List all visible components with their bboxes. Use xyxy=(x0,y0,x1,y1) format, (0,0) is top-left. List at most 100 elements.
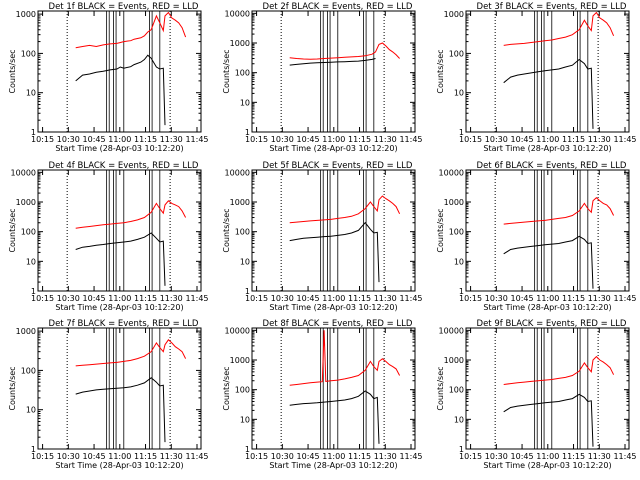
x-tick-label: 10:45 xyxy=(511,452,534,461)
plot-frame xyxy=(465,169,630,292)
x-tick-label: 11:15 xyxy=(562,294,585,303)
x-tick-label: 11:15 xyxy=(348,135,371,144)
y-tick-label: 100 xyxy=(235,386,250,395)
x-tick-label: 11:00 xyxy=(108,294,131,303)
y-tick-label: 10 xyxy=(26,89,36,98)
chart-title: Det 2f BLACK = Events, RED = LLD xyxy=(263,2,413,12)
y-tick-label: 100 xyxy=(235,228,250,237)
x-tick-label: 10:15 xyxy=(31,452,54,461)
x-tick-label: 11:15 xyxy=(348,452,371,461)
x-tick-label: 11:15 xyxy=(134,294,157,303)
events-series-line xyxy=(503,235,594,289)
chart-panel: Det 8f BLACK = Events, RED = LLD 1 10 100 10… xyxy=(222,319,423,470)
y-tick-label: 1 xyxy=(31,287,36,296)
x-tick-label: 11:30 xyxy=(160,294,183,303)
x-tick-label: 11:45 xyxy=(399,452,422,461)
x-tick-label: 11:15 xyxy=(562,452,585,461)
x-tick-label: 10:45 xyxy=(297,135,320,144)
plot-frame xyxy=(251,10,416,133)
y-tick-label: 100 xyxy=(21,49,36,58)
chart-panel: Det 2f BLACK = Events, RED = LLD 1 10 100 10… xyxy=(222,2,423,153)
x-tick-label: 11:00 xyxy=(536,452,559,461)
x-tick-label: 11:15 xyxy=(348,294,371,303)
x-axis-label: Start Time (28-Apr-03 10:12:20) xyxy=(269,461,397,470)
x-tick-label: 10:30 xyxy=(271,452,294,461)
y-tick-label: 1000 xyxy=(16,327,36,336)
x-tick-label: 10:15 xyxy=(459,294,482,303)
y-tick-label: 1 xyxy=(245,128,250,137)
x-axis-label: Start Time (28-Apr-03 10:12:20) xyxy=(269,303,397,312)
chart-panel: Det 6f BLACK = Events, RED = LLD 1 10 100 10… xyxy=(436,161,637,312)
x-tick-label: 10:45 xyxy=(297,294,320,303)
x-tick-label: 11:45 xyxy=(185,135,208,144)
chart-title: Det 4f BLACK = Events, RED = LLD xyxy=(49,161,199,171)
y-tick-label: 10000 xyxy=(225,326,250,335)
lld-series-line xyxy=(503,11,615,46)
x-tick-label: 10:15 xyxy=(31,294,54,303)
x-tick-label: 11:45 xyxy=(185,294,208,303)
x-tick-label: 10:45 xyxy=(83,452,106,461)
x-tick-label: 11:00 xyxy=(536,135,559,144)
y-tick-label: 100 xyxy=(449,49,464,58)
lld-series-line xyxy=(503,355,615,385)
x-tick-label: 10:45 xyxy=(511,294,534,303)
x-tick-label: 11:45 xyxy=(185,452,208,461)
x-tick-label: 10:30 xyxy=(485,294,508,303)
y-tick-label: 1000 xyxy=(230,356,250,365)
x-tick-label: 11:00 xyxy=(322,135,345,144)
x-tick-label: 10:45 xyxy=(83,135,106,144)
chart-title: Det 5f BLACK = Events, RED = LLD xyxy=(263,161,413,171)
y-axis-label: Counts/sec xyxy=(436,49,445,93)
y-tick-label: 1 xyxy=(459,287,464,296)
plot-frame xyxy=(465,10,630,133)
y-tick-label: 1000 xyxy=(444,10,464,19)
chart-panel: Det 1f BLACK = Events, RED = LLD 1 10 100 10… xyxy=(8,2,209,153)
y-tick-label: 10000 xyxy=(439,168,464,177)
y-axis-label: Counts/sec xyxy=(8,208,17,252)
y-tick-label: 1000 xyxy=(16,198,36,207)
x-axis-label: Start Time (28-Apr-03 10:12:20) xyxy=(483,461,611,470)
plot-frame xyxy=(37,10,202,133)
y-tick-label: 10 xyxy=(454,89,464,98)
x-tick-label: 11:30 xyxy=(160,135,183,144)
y-tick-label: 10 xyxy=(240,415,250,424)
y-tick-label: 1000 xyxy=(230,198,250,207)
y-tick-label: 1 xyxy=(459,445,464,454)
x-tick-label: 10:30 xyxy=(485,452,508,461)
y-tick-label: 1 xyxy=(245,445,250,454)
y-tick-label: 100 xyxy=(21,366,36,375)
events-series-line xyxy=(503,393,594,447)
chart-title: Det 1f BLACK = Events, RED = LLD xyxy=(49,2,199,12)
x-tick-label: 11:00 xyxy=(536,294,559,303)
events-series-line xyxy=(75,232,166,286)
x-axis-label: Start Time (28-Apr-03 10:12:20) xyxy=(269,144,397,153)
lld-series-line xyxy=(75,200,187,229)
x-tick-label: 10:30 xyxy=(485,135,508,144)
chart-panel: Det 7f BLACK = Events, RED = LLD 1 10 100 10… xyxy=(8,319,209,470)
x-tick-label: 10:30 xyxy=(271,135,294,144)
events-series-line xyxy=(289,390,380,444)
x-tick-label: 10:30 xyxy=(57,294,80,303)
lld-series-line xyxy=(289,195,401,224)
lld-series-line xyxy=(75,11,187,49)
plot-frame xyxy=(251,327,416,450)
y-tick-label: 10000 xyxy=(11,168,36,177)
x-tick-label: 11:15 xyxy=(134,135,157,144)
y-axis-label: Counts/sec xyxy=(436,366,445,410)
chart-panel: Det 9f BLACK = Events, RED = LLD 1 10 100 10… xyxy=(436,319,637,470)
y-tick-label: 1000 xyxy=(444,356,464,365)
lld-series-line xyxy=(289,42,400,60)
y-tick-label: 10 xyxy=(26,257,36,266)
chart-title: Det 8f BLACK = Events, RED = LLD xyxy=(263,319,413,329)
chart-panel: Det 3f BLACK = Events, RED = LLD 1 10 100 10… xyxy=(436,2,637,153)
x-tick-label: 10:15 xyxy=(459,135,482,144)
x-tick-label: 11:00 xyxy=(108,452,131,461)
x-tick-label: 11:30 xyxy=(588,452,611,461)
events-series-line xyxy=(289,58,376,66)
x-axis-label: Start Time (28-Apr-03 10:12:20) xyxy=(483,144,611,153)
y-tick-label: 1 xyxy=(31,445,36,454)
chart-panel: Det 5f BLACK = Events, RED = LLD 1 10 100 10… xyxy=(222,161,423,312)
x-axis-label: Start Time (28-Apr-03 10:12:20) xyxy=(55,461,183,470)
x-tick-label: 11:00 xyxy=(322,294,345,303)
y-tick-label: 1000 xyxy=(444,198,464,207)
